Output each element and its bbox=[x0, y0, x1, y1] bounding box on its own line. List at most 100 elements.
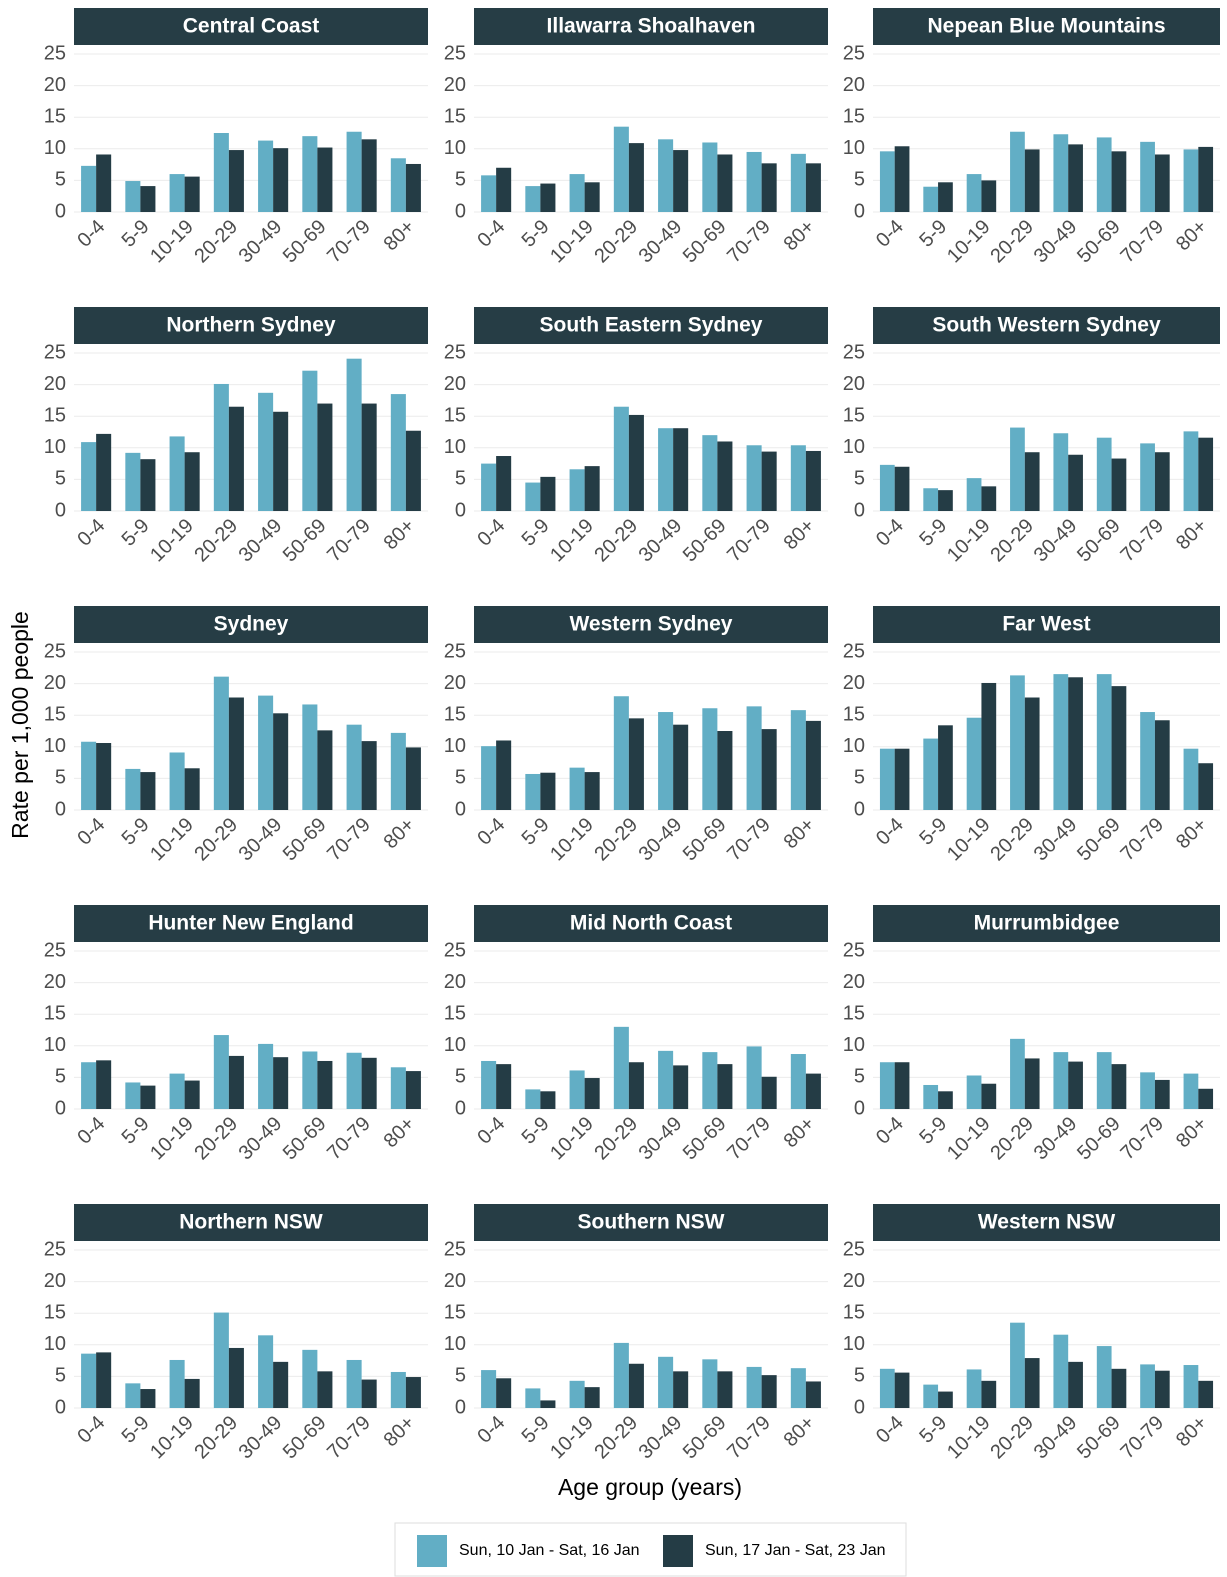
y-tick-label: 5 bbox=[455, 468, 466, 490]
bar bbox=[673, 150, 689, 212]
y-tick-label: 10 bbox=[444, 735, 466, 757]
bar bbox=[966, 1369, 982, 1408]
bar bbox=[184, 176, 200, 212]
bar bbox=[81, 741, 97, 810]
bar bbox=[790, 445, 806, 511]
bar bbox=[125, 1082, 141, 1109]
bar bbox=[569, 1070, 585, 1109]
bar bbox=[1183, 431, 1199, 511]
bar bbox=[761, 729, 777, 810]
y-tick-label: 10 bbox=[44, 1333, 66, 1355]
bar bbox=[346, 131, 362, 212]
bar bbox=[346, 724, 362, 810]
y-tick-label: 5 bbox=[455, 1365, 466, 1387]
panel-header bbox=[474, 606, 828, 643]
bar bbox=[184, 1080, 200, 1109]
bar bbox=[273, 713, 289, 810]
x-tick-label: 10-19 bbox=[546, 216, 598, 268]
bar bbox=[213, 1035, 229, 1109]
x-tick-label: 0-4 bbox=[872, 1412, 908, 1448]
x-tick-label: 30-49 bbox=[235, 1113, 287, 1165]
bar bbox=[228, 1347, 244, 1408]
bar bbox=[1024, 452, 1040, 511]
bar bbox=[1068, 1361, 1083, 1408]
bar bbox=[525, 482, 541, 511]
x-tick-label: 10-19 bbox=[943, 216, 995, 268]
bar bbox=[613, 1342, 629, 1408]
x-tick-label: 5-9 bbox=[915, 814, 951, 850]
y-tick-label: 10 bbox=[444, 1333, 466, 1355]
bar bbox=[1053, 433, 1069, 511]
bar bbox=[405, 163, 421, 212]
panel-title: Western NSW bbox=[978, 1211, 1115, 1234]
bar bbox=[981, 682, 997, 810]
bar bbox=[1068, 677, 1083, 810]
bar bbox=[702, 435, 718, 511]
bar bbox=[96, 154, 112, 212]
bar bbox=[1198, 1088, 1214, 1109]
x-tick-label: 30-49 bbox=[235, 814, 287, 866]
bar bbox=[1198, 437, 1214, 511]
y-tick-label: 25 bbox=[444, 42, 466, 64]
y-tick-label: 5 bbox=[854, 1066, 865, 1088]
x-tick-label: 80+ bbox=[1172, 515, 1212, 555]
bar bbox=[540, 476, 556, 511]
panel-header bbox=[74, 8, 428, 45]
bar bbox=[584, 1078, 600, 1109]
bar bbox=[894, 1062, 910, 1109]
bar bbox=[584, 466, 600, 511]
bar bbox=[1183, 149, 1199, 212]
bar bbox=[746, 445, 762, 511]
bar bbox=[1154, 1370, 1170, 1408]
bar bbox=[213, 676, 229, 810]
x-tick-label: 0-4 bbox=[473, 515, 509, 551]
x-tick-label: 20-29 bbox=[986, 216, 1038, 268]
bar bbox=[790, 710, 806, 810]
x-tick-label: 20-29 bbox=[190, 216, 242, 268]
y-tick-label: 0 bbox=[455, 499, 466, 521]
panel-title: Central Coast bbox=[183, 15, 320, 38]
bar bbox=[273, 1361, 289, 1408]
x-tick-label: 10-19 bbox=[146, 814, 198, 866]
y-tick-label: 0 bbox=[455, 798, 466, 820]
bar bbox=[613, 696, 629, 810]
bar bbox=[184, 768, 200, 810]
bar bbox=[938, 182, 953, 212]
y-tick-label: 0 bbox=[854, 1097, 865, 1119]
bar bbox=[169, 436, 185, 511]
bar bbox=[569, 1380, 585, 1408]
x-tick-label: 80+ bbox=[380, 814, 420, 854]
x-tick-label: 80+ bbox=[380, 515, 420, 555]
x-tick-label: 20-29 bbox=[986, 515, 1038, 567]
y-tick-label: 15 bbox=[44, 703, 66, 725]
panel-title: Northern NSW bbox=[179, 1211, 323, 1234]
y-tick-label: 0 bbox=[854, 1396, 865, 1418]
y-tick-label: 0 bbox=[55, 798, 66, 820]
bar bbox=[346, 1052, 362, 1109]
y-tick-label: 0 bbox=[455, 1097, 466, 1119]
bar bbox=[1053, 1052, 1069, 1109]
bar bbox=[184, 1378, 200, 1408]
bar bbox=[405, 1071, 421, 1109]
bar bbox=[966, 174, 982, 212]
bar bbox=[702, 1359, 718, 1408]
y-tick-label: 10 bbox=[843, 1034, 865, 1056]
x-tick-label: 50-69 bbox=[279, 216, 331, 268]
bar bbox=[125, 768, 141, 810]
y-tick-label: 20 bbox=[843, 373, 865, 395]
bar bbox=[1198, 1380, 1214, 1408]
x-tick-label: 50-69 bbox=[1073, 216, 1125, 268]
y-tick-label: 0 bbox=[55, 499, 66, 521]
bar bbox=[361, 741, 377, 810]
legend-swatch bbox=[417, 1535, 447, 1567]
x-tick-label: 5-9 bbox=[915, 515, 951, 551]
panel-header bbox=[474, 307, 828, 344]
x-tick-label: 0-4 bbox=[872, 515, 908, 551]
bar bbox=[405, 1377, 421, 1408]
x-tick-label: 70-79 bbox=[723, 1412, 775, 1464]
x-tick-label: 5-9 bbox=[915, 1412, 951, 1448]
x-tick-label: 0-4 bbox=[872, 814, 908, 850]
bar bbox=[1111, 1368, 1127, 1408]
y-tick-label: 20 bbox=[444, 1270, 466, 1292]
bar bbox=[1068, 144, 1083, 212]
